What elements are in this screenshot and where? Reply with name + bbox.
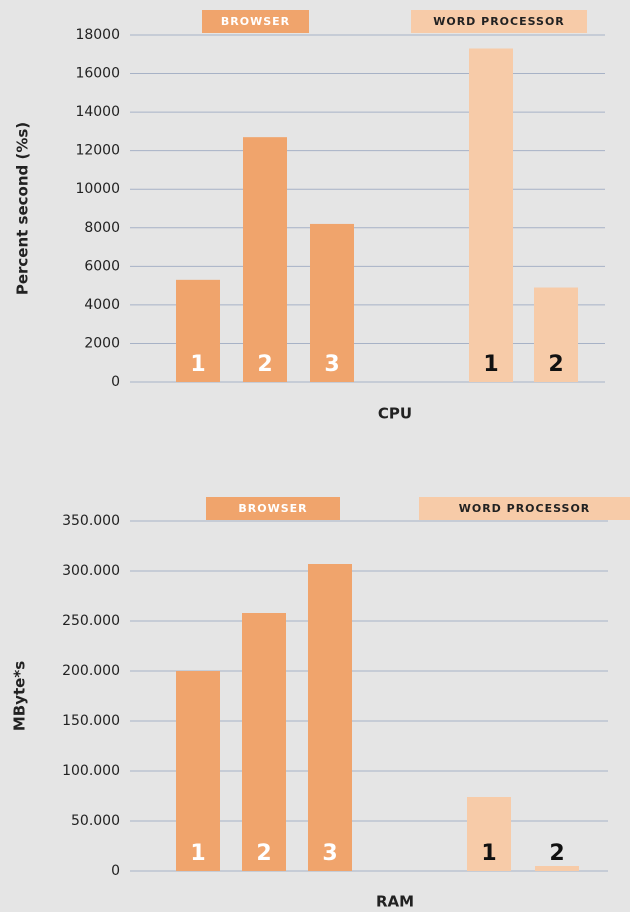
bar [467, 797, 511, 871]
legend-box [419, 497, 630, 520]
bar-label: 1 [190, 352, 205, 377]
y-tick-label: 14000 [75, 104, 120, 120]
bar-label: 2 [548, 352, 563, 377]
legend-label: BROWSER [238, 502, 307, 515]
y-tick-label: 10000 [75, 181, 120, 197]
y-tick-label: 2000 [84, 335, 120, 351]
x-axis-label: CPU [378, 405, 412, 423]
y-tick-label: 4000 [84, 297, 120, 313]
y-tick-label: 8000 [84, 220, 120, 236]
y-tick-label: 200.000 [62, 663, 120, 679]
bar-label: 3 [324, 352, 339, 377]
y-tick-label: 18000 [75, 27, 120, 43]
bar [535, 866, 579, 871]
bar [176, 671, 220, 871]
legend-label: BROWSER [221, 15, 290, 28]
y-tick-label: 100.000 [62, 763, 120, 779]
legend-box [206, 497, 340, 520]
y-axis-label: MByte*s [11, 661, 29, 731]
bar-label: 2 [257, 352, 272, 377]
y-tick-label: 0 [111, 374, 120, 390]
bar-label: 2 [549, 841, 564, 866]
bar [469, 48, 513, 382]
y-tick-label: 150.000 [62, 713, 120, 729]
legend-label: WORD PROCESSOR [459, 502, 591, 515]
bar [310, 223, 354, 382]
legend-box [411, 10, 587, 33]
bar [243, 137, 287, 382]
y-axis-label: Percent second (%s) [14, 122, 32, 295]
bar-label: 1 [483, 352, 498, 377]
y-tick-label: 50.000 [71, 813, 120, 829]
bar-label: 3 [322, 841, 337, 866]
bar [534, 287, 578, 382]
legend-label: WORD PROCESSOR [433, 15, 565, 28]
bar-label: 1 [481, 841, 496, 866]
bar-label: 1 [190, 841, 205, 866]
y-tick-label: 250.000 [62, 613, 120, 629]
y-tick-label: 300.000 [62, 563, 120, 579]
bar [308, 564, 352, 871]
y-tick-label: 6000 [84, 258, 120, 274]
bar-label: 2 [256, 841, 271, 866]
y-tick-label: 12000 [75, 143, 120, 159]
y-tick-label: 0 [111, 863, 120, 879]
y-tick-label: 350.000 [62, 513, 120, 529]
legend-box [202, 10, 309, 33]
x-axis-label: RAM [376, 893, 414, 911]
y-tick-label: 16000 [75, 66, 120, 82]
bar [242, 613, 286, 871]
bar [176, 279, 220, 382]
